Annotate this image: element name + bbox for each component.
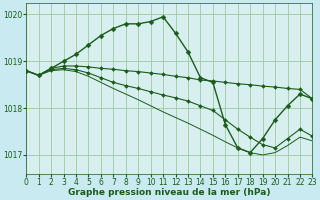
X-axis label: Graphe pression niveau de la mer (hPa): Graphe pression niveau de la mer (hPa) [68,188,270,197]
